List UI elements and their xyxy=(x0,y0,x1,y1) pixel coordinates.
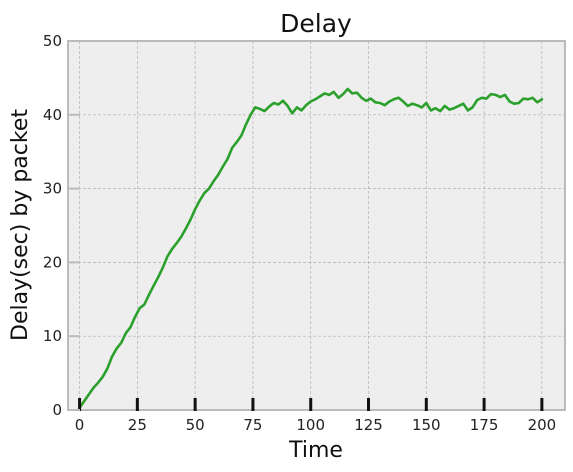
y-tick-label: 30 xyxy=(43,180,62,198)
y-tick-label: 10 xyxy=(43,327,62,345)
plot-frame xyxy=(67,40,566,411)
x-axis-label: Time xyxy=(288,438,343,463)
x-tick-label: 50 xyxy=(186,416,205,434)
x-tick-label: 150 xyxy=(412,416,441,434)
plot-area xyxy=(68,41,565,410)
chart-title: Delay xyxy=(280,9,352,38)
y-axis-label: Delay(sec) by packet xyxy=(8,109,33,341)
y-tick-label: 0 xyxy=(52,401,62,419)
series-layer xyxy=(78,87,544,410)
x-tick-label: 25 xyxy=(128,416,147,434)
y-tick-label: 50 xyxy=(43,32,62,50)
x-tick-label: 0 xyxy=(75,416,85,434)
y-tick-label: 20 xyxy=(43,253,62,271)
y-tick-label: 40 xyxy=(43,106,62,124)
x-tick-label: 175 xyxy=(470,416,499,434)
ticks: 0 25 50 75 100 125 150 175 200 0 10 20 30 40 50 xyxy=(43,32,556,434)
x-tick-label: 75 xyxy=(243,416,262,434)
x-tick-label: 200 xyxy=(528,416,557,434)
series-line xyxy=(78,87,544,410)
x-tick-label: 100 xyxy=(296,416,325,434)
x-tick-label: 125 xyxy=(354,416,383,434)
